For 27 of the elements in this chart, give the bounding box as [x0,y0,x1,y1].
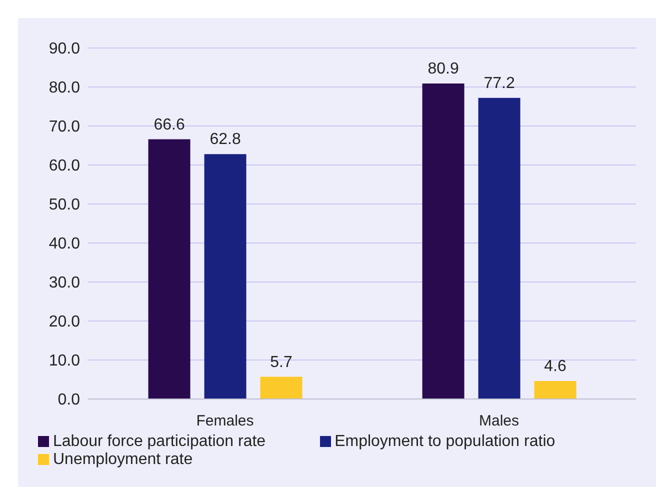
data-label: 4.6 [544,358,566,376]
legend-label: Unemployment rate [53,451,193,468]
data-label: 80.9 [428,60,459,78]
legend-label: Employment to population ratio [334,433,556,450]
x-tick-label: Females [196,412,254,430]
y-tick-label: 20.0 [48,314,80,331]
y-tick-label: 50.0 [48,196,80,214]
y-tick-label: 70.0 [48,118,80,136]
y-tick-label: 90.0 [48,40,80,58]
data-label: 5.7 [270,354,292,371]
data-label: 66.6 [154,116,185,134]
bar [148,139,190,399]
data-label: 77.2 [484,74,515,92]
y-tick-label: 10.0 [48,352,80,370]
y-tick-label: 60.0 [48,158,80,175]
y-tick-label: 40.0 [48,236,80,253]
bar [534,381,576,399]
data-label: 62.8 [210,131,241,148]
y-tick-label: 30.0 [48,274,80,292]
bar [422,83,464,399]
y-tick-label: 80.0 [48,80,80,97]
legend-label: Labour force participation rate [53,433,266,450]
bar [260,376,302,399]
x-tick-label: Males [478,412,520,430]
y-tick-label: 0.0 [58,392,80,409]
bar [478,98,520,399]
bar [204,154,246,399]
